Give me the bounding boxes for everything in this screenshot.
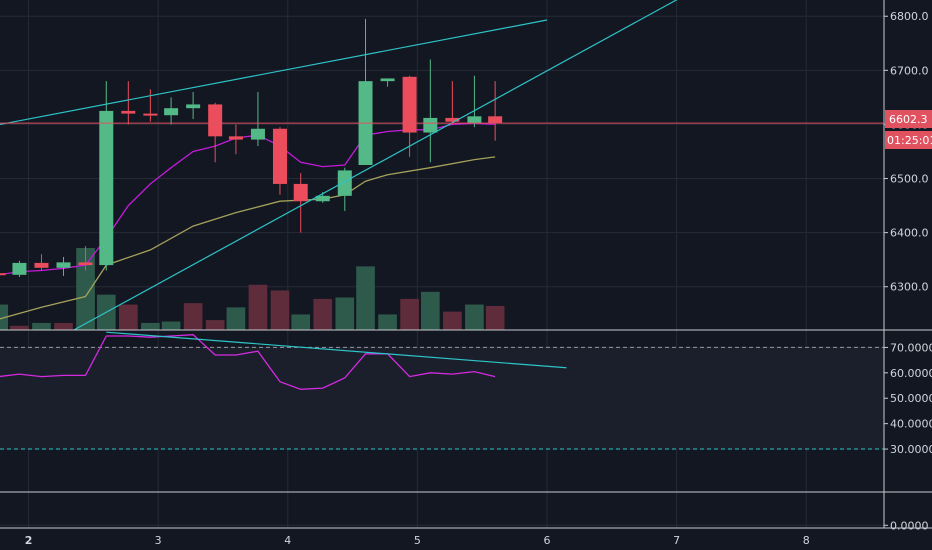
candle-body[interactable] (186, 104, 201, 109)
rsi-axis[interactable]: 0.0000 30.0000 40.0000 50.0000 60.0000 70.000… (884, 341, 932, 532)
candle-body[interactable] (0, 273, 6, 276)
price-tick-label: 6700.0 (890, 64, 929, 77)
volume-bar (378, 314, 397, 330)
rsi-tick-label: 50.0000 (890, 392, 932, 405)
price-tick-label: 6300.0 (890, 281, 929, 294)
volume-bar (335, 297, 355, 330)
slow-moving-average (0, 156, 496, 320)
time-tick-label: 8 (803, 534, 810, 547)
time-tick-label: 4 (284, 534, 291, 547)
candlesticks[interactable] (0, 18, 503, 279)
volume-bars (0, 248, 505, 330)
rsi-band-fill (0, 347, 884, 450)
candle-body[interactable] (228, 136, 243, 140)
candle-body[interactable] (380, 78, 395, 82)
time-tick-label: 5 (414, 534, 421, 547)
price-tick-label: 6500.0 (890, 173, 929, 186)
volume-bar (270, 290, 290, 330)
volume-bar (205, 320, 225, 330)
candle-body[interactable] (164, 108, 179, 116)
candle-body[interactable] (423, 117, 438, 133)
rsi-tick-label: 40.0000 (890, 418, 932, 431)
volume-bar (226, 307, 246, 330)
countdown-label-box (885, 131, 932, 149)
candle-body[interactable] (34, 262, 49, 268)
rsi-tick-label: 60.0000 (890, 367, 932, 380)
rsi-trendline[interactable] (106, 331, 567, 369)
price-tick-label: 6800.0 (890, 10, 929, 23)
candle-body[interactable] (315, 195, 330, 202)
time-tick-label: 3 (155, 534, 162, 547)
candle-body[interactable] (488, 116, 503, 124)
candle-body[interactable] (467, 116, 482, 124)
volume-bar (421, 291, 440, 330)
volume-bar (183, 303, 203, 330)
volume-bar (161, 321, 181, 330)
candle-body[interactable] (272, 128, 287, 184)
candle-body[interactable] (56, 262, 71, 268)
volume-bar (291, 314, 311, 330)
volume-bar (76, 248, 95, 330)
volume-bar (356, 266, 375, 330)
countdown-label: 01:25:01 (887, 134, 932, 147)
rsi-tick-label: 70.0000 (890, 341, 932, 354)
rsi-line (0, 334, 496, 390)
price-label-group: 6602.3 01:25:01 (885, 110, 932, 149)
rsi-pane[interactable] (0, 329, 932, 493)
candle-body[interactable] (121, 110, 136, 114)
candle-body[interactable] (12, 262, 27, 275)
time-axis[interactable]: 2 3 4 5 6 7 8 (0, 527, 932, 547)
volume-bar (443, 311, 462, 330)
rsi-tick-label: 0.0000 (890, 519, 929, 532)
candle-body[interactable] (99, 110, 114, 266)
volume-bar (54, 322, 73, 330)
volume-bar (465, 304, 484, 330)
volume-bar (141, 322, 160, 330)
volume-bar (10, 325, 29, 330)
volume-bar (400, 298, 419, 330)
current-price-label: 6602.3 (889, 113, 928, 126)
candle-body[interactable] (337, 170, 352, 196)
candle-body[interactable] (78, 262, 93, 266)
price-tick-label: 6400.0 (890, 227, 929, 240)
trendline[interactable] (0, 19, 548, 126)
volume-bar (485, 305, 505, 330)
current-price-label-box (885, 110, 932, 128)
time-tick-label: 6 (543, 534, 550, 547)
time-tick-label: 7 (673, 534, 680, 547)
ma-slow-line (0, 156, 496, 320)
volume-bar (118, 304, 138, 330)
candle-body[interactable] (143, 113, 158, 116)
candle-body[interactable] (402, 76, 417, 133)
candle-body[interactable] (208, 104, 223, 137)
trendline[interactable] (73, 0, 696, 331)
time-tick-label: 2 (25, 534, 33, 547)
trendlines[interactable] (0, 0, 696, 331)
volume-bar (32, 322, 51, 330)
volume-bar (248, 284, 268, 330)
candle-body[interactable] (250, 128, 265, 140)
volume-bar (313, 298, 333, 330)
candle-body[interactable] (445, 117, 460, 122)
candle-body[interactable] (293, 183, 308, 202)
rsi-tick-label: 30.0000 (890, 443, 932, 456)
